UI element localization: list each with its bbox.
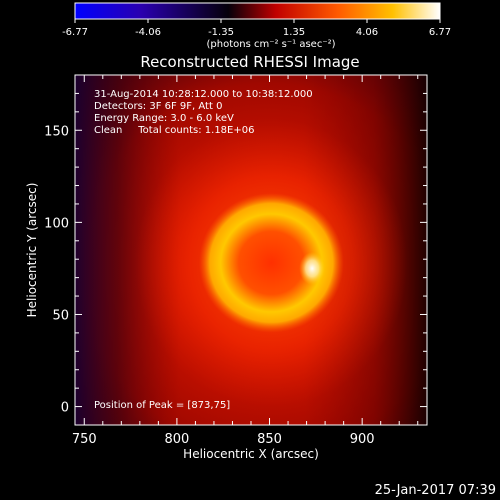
colorbar-tick-label: -4.06: [135, 27, 161, 38]
y-axis: 0 50 100 150: [44, 92, 427, 416]
colorbar-tick-label: -6.77: [62, 27, 88, 38]
x-tick-label: 850: [257, 432, 282, 447]
y-axis-label: Heliocentric Y (arcsec): [25, 183, 39, 318]
x-tick-label: 800: [164, 432, 189, 447]
x-tick-label: 750: [72, 432, 97, 447]
peak-spot: [299, 251, 326, 285]
y-tick-label: 150: [44, 124, 69, 139]
footer-timestamp: 25-Jan-2017 07:39: [375, 483, 496, 498]
colorbar-tick-label: 4.06: [356, 27, 378, 38]
x-axis: 750 800 850 900: [72, 75, 419, 447]
x-tick-label: 900: [350, 432, 375, 447]
annotation-clean-counts: Clean Total counts: 1.18E+06: [94, 125, 254, 136]
colorbar-tick-label: 6.77: [429, 27, 451, 38]
annotation-detectors: Detectors: 3F 6F 9F, Att 0: [94, 101, 222, 112]
annotation-time-range: 31-Aug-2014 10:28:12.000 to 10:38:12.000: [94, 89, 313, 100]
y-tick-label: 0: [61, 401, 69, 416]
annotation-energy-range: Energy Range: 3.0 - 6.0 keV: [94, 113, 234, 124]
annotation-peak-position: Position of Peak = [873,75]: [94, 400, 230, 411]
colorbar-tick-label: 1.35: [283, 27, 305, 38]
image-area: [75, 75, 427, 425]
colorbar-units-label: (photons cm⁻² s⁻¹ asec⁻²): [206, 39, 335, 50]
chart-title: Reconstructed RHESSI Image: [140, 53, 359, 71]
colorbar-ticks: -6.77 -4.06 -1.35 1.35 4.06 6.77: [62, 19, 451, 38]
x-axis-label: Heliocentric X (arcsec): [183, 447, 319, 461]
colorbar-tick-label: -1.35: [208, 27, 234, 38]
colorbar: [74, 2, 441, 20]
y-tick-label: 100: [44, 216, 69, 231]
y-tick-label: 50: [52, 308, 69, 323]
source-ring: [198, 192, 344, 333]
